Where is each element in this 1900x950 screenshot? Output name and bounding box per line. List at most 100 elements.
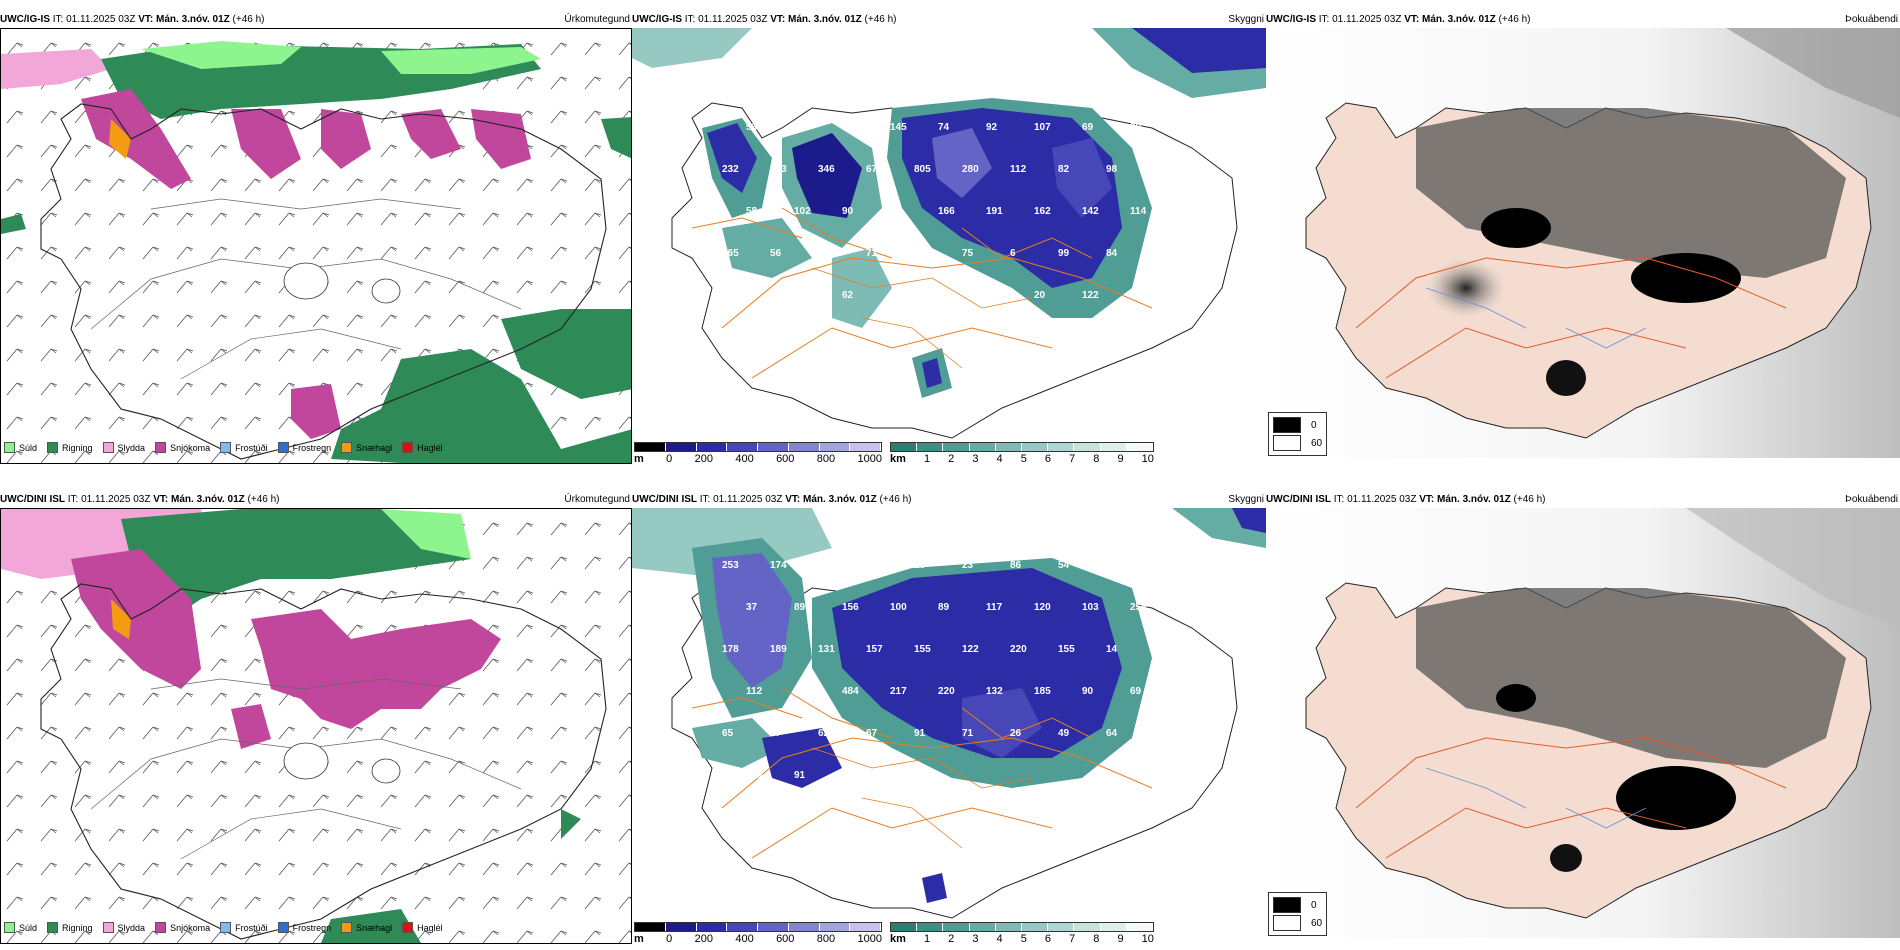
visibility-value-label: 155 — [914, 644, 931, 655]
scale-tick: 1000 — [857, 453, 882, 465]
legend-item: Súld — [4, 922, 37, 933]
scale-step — [758, 923, 789, 931]
scale-step — [943, 923, 970, 931]
visibility-value-label: 232 — [722, 164, 739, 175]
scale-tick: 9 — [1117, 453, 1124, 465]
scale-tick: 4 — [996, 453, 1003, 465]
visibility-value-label: 91 — [914, 728, 926, 739]
height-scale: m 0 200 400 600 800 1000 — [634, 442, 882, 465]
visibility-value-label: 83 — [986, 290, 998, 301]
visibility-value-label: 91 — [1106, 80, 1118, 91]
scale-step — [943, 443, 970, 451]
scale-tick: 6 — [1044, 453, 1052, 465]
visibility-value-label: 174 — [770, 560, 787, 571]
visibility-value-label: 131 — [818, 644, 835, 655]
visibility-value-label: 74 — [938, 122, 950, 133]
visibility-value-label: 165 — [722, 248, 739, 259]
visibility-value-label: 86 — [1010, 560, 1022, 571]
scale-tick: 200 — [694, 933, 713, 945]
legend-swatch — [277, 442, 289, 453]
visibility-value-label: 63 — [890, 290, 902, 301]
iceland-precip-map — [1, 509, 631, 943]
visibility-value-label: 62 — [818, 728, 830, 739]
scale-step — [635, 443, 666, 451]
visibility-value-label: 84 — [1106, 248, 1118, 259]
fog-key-label: 0 — [1311, 419, 1317, 431]
legend-label: Snjókoma — [170, 442, 211, 453]
scale-step — [758, 443, 789, 451]
fog-key-row: 0 — [1273, 896, 1322, 914]
visibility-value-label: 73 — [914, 248, 926, 259]
legend-item: Frostúði — [220, 442, 268, 453]
legend-item: Súld — [4, 442, 37, 453]
panel-title: UWC/IG-IS IT: 01.11.2025 03Z VT: Mán. 3.… — [0, 14, 265, 25]
visibility-value-label: 107 — [1034, 122, 1051, 133]
precip-panel-bottom: UWC/DINI ISL IT: 01.11.2025 03Z VT: Mán.… — [0, 492, 632, 944]
scale-tick: 800 — [816, 453, 836, 465]
legend-swatch — [402, 442, 414, 453]
scale-tick: 200 — [694, 453, 713, 465]
fog-map — [1266, 28, 1900, 458]
visibility-scale: km 1 2 3 4 5 6 7 8 9 10 — [890, 922, 1154, 945]
legend-swatch — [402, 922, 414, 933]
scale-step — [696, 923, 728, 931]
legend-swatch — [220, 442, 232, 453]
visibility-value-label: 89 — [794, 602, 806, 613]
precip-map — [0, 28, 633, 464]
scale-step — [1048, 923, 1075, 931]
legend-label: Snæhagl — [356, 442, 393, 453]
panel-title: UWC/IG-IS IT: 01.11.2025 03Z VT: Mán. 3.… — [1266, 14, 1531, 25]
panel-name: Þokuábendi — [1845, 14, 1898, 25]
height-scale: m 0 200 400 600 800 1000 — [634, 922, 882, 945]
fog-key-row: 0 — [1273, 416, 1322, 434]
scale-step — [995, 923, 1023, 931]
visibility-value-label: 220 — [1010, 644, 1027, 655]
legend-item: Rigning — [47, 922, 93, 933]
legend-item: Frostúði — [220, 922, 268, 933]
visibility-scale-ticks: km 1 2 3 4 5 6 7 8 9 10 — [890, 933, 1154, 945]
legend-item: Snjókoma — [155, 922, 210, 933]
iceland-fog-map — [1266, 28, 1900, 458]
visibility-value-label: 103 — [1082, 602, 1099, 613]
scale-tick: 1 — [923, 453, 931, 465]
height-scale-bar — [634, 922, 882, 932]
precip-panel-top: UWC/IG-IS IT: 01.11.2025 03Z VT: Mán. 3.… — [0, 12, 633, 464]
scale-step — [696, 443, 728, 451]
fog-key-swatch — [1273, 417, 1301, 433]
visibility-value-label: 20 — [1034, 290, 1046, 301]
fog-key-swatch — [1273, 915, 1301, 931]
visibility-value-label: 280 — [962, 164, 979, 175]
visibility-value-label: 69 — [1082, 122, 1094, 133]
scale-step — [891, 923, 918, 931]
legend-label: Súld — [19, 922, 38, 933]
scale-tick: 8 — [1093, 933, 1100, 945]
height-scale-bar — [634, 442, 882, 452]
legend-label: Rigning — [62, 922, 93, 933]
scale-step — [1100, 923, 1127, 931]
precip-map — [0, 508, 632, 944]
scale-step — [891, 443, 918, 451]
visibility-value-label: 253 — [722, 560, 739, 571]
legend-swatch — [220, 922, 232, 933]
visibility-value-label: 26 — [1010, 728, 1022, 739]
visibility-value-label: 65 — [722, 728, 734, 739]
visibility-value-label: 23 — [962, 560, 974, 571]
scale-tick: 5 — [1020, 933, 1027, 945]
legend-item: Haglél — [402, 922, 443, 933]
iceland-fog-map — [1266, 508, 1900, 938]
legend-swatch — [4, 922, 15, 933]
visibility-panel-bottom: UWC/DINI ISL IT: 01.11.2025 03Z VT: Mán.… — [632, 492, 1266, 945]
visibility-value-label: 62 — [746, 290, 758, 301]
visibility-value-label: 90 — [1082, 686, 1094, 697]
visibility-value-label: 53 — [746, 122, 758, 133]
visibility-value-label: 90 — [842, 206, 854, 217]
visibility-value-label: 64 — [1106, 728, 1118, 739]
scale-tick: 800 — [816, 933, 836, 945]
visibility-scale-bar — [890, 442, 1154, 452]
legend-label: Frostúði — [235, 922, 268, 933]
scale-step — [917, 923, 944, 931]
visibility-value-label: 111 — [722, 80, 738, 91]
visibility-value-label: 71 — [866, 248, 878, 259]
visibility-value-label: 68 — [794, 290, 806, 301]
visibility-value-label: 162 — [1034, 206, 1051, 217]
